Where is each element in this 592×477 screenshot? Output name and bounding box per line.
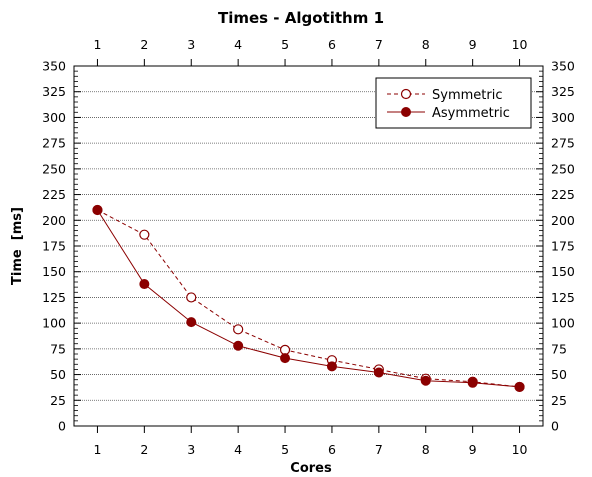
y-tick-label-left: 275 <box>42 136 66 151</box>
series-line-symmetric <box>97 209 520 388</box>
x-tick-label-bottom: 1 <box>93 442 101 457</box>
y-tick-label-right: 100 <box>551 316 575 331</box>
legend-symmetric-label: Symmetric <box>432 88 502 103</box>
y-axis-label: Time [ms] <box>10 207 25 285</box>
y-tick-label-left: 225 <box>42 187 66 202</box>
data-point-symmetric <box>233 324 244 335</box>
y-tick-label-left: 250 <box>42 161 66 176</box>
y-tick-label-left: 325 <box>42 84 66 99</box>
y-tick-label-left: 100 <box>42 316 66 331</box>
x-tick-label-top: 8 <box>422 37 430 52</box>
series-line-asymmetric <box>97 209 520 388</box>
chart-title: Times - Algotithm 1 <box>218 9 384 27</box>
y-tick-label-right: 150 <box>551 264 575 279</box>
x-tick-label-top: 2 <box>140 37 148 52</box>
x-tick-label-bottom: 10 <box>512 442 528 457</box>
x-tick-label-top: 1 <box>93 37 101 52</box>
data-point-asymmetric <box>514 381 525 392</box>
data-point-symmetric <box>186 292 197 303</box>
y-tick-label-left: 125 <box>42 290 66 305</box>
x-tick-label-top: 7 <box>375 37 383 52</box>
y-tick-label-right: 300 <box>551 110 575 125</box>
y-tick-label-left: 50 <box>50 367 66 382</box>
x-tick-label-bottom: 5 <box>281 442 289 457</box>
x-tick-label-top: 6 <box>328 37 336 52</box>
y-tick-label-right: 50 <box>551 367 567 382</box>
legend-symmetric-marker <box>400 88 412 100</box>
legend-asymmetric-marker <box>401 107 411 117</box>
legend-asymmetric-label: Asymmetric <box>432 106 510 121</box>
data-point-asymmetric <box>139 279 150 290</box>
data-point-symmetric <box>139 229 150 240</box>
series-layer <box>92 204 525 393</box>
grid-lines <box>74 91 543 401</box>
y-tick-label-left: 175 <box>42 239 66 254</box>
y-tick-label-left: 150 <box>42 264 66 279</box>
data-point-asymmetric <box>467 377 478 388</box>
data-point-asymmetric <box>420 375 431 386</box>
legend-box <box>375 77 532 129</box>
x-tick-label-top: 5 <box>281 37 289 52</box>
y-tick-label-left: 0 <box>58 419 66 434</box>
y-tick-label-right: 275 <box>551 136 575 151</box>
data-point-asymmetric <box>186 317 197 328</box>
y-tick-label-right: 25 <box>551 393 567 408</box>
y-tick-label-right: 125 <box>551 290 575 305</box>
x-tick-label-top: 4 <box>234 37 242 52</box>
data-point-asymmetric <box>326 361 337 372</box>
x-axis-label: Cores <box>290 461 332 476</box>
data-point-asymmetric <box>233 340 244 351</box>
y-tick-label-right: 325 <box>551 84 575 99</box>
y-tick-label-right: 225 <box>551 187 575 202</box>
x-tick-label-bottom: 4 <box>234 442 242 457</box>
x-tick-label-top: 3 <box>187 37 195 52</box>
y-tick-label-right: 350 <box>551 59 575 74</box>
x-tick-label-top: 9 <box>469 37 477 52</box>
y-tick-label-right: 175 <box>551 239 575 254</box>
legend: Symmetric Asymmetric <box>375 77 532 129</box>
data-point-symmetric <box>279 344 291 355</box>
y-tick-label-right: 0 <box>551 419 559 434</box>
x-tick-label-bottom: 6 <box>328 442 336 457</box>
x-tick-label-bottom: 9 <box>469 442 477 457</box>
data-point-asymmetric <box>280 353 291 364</box>
data-point-asymmetric <box>373 367 384 378</box>
y-tick-label-left: 300 <box>42 110 66 125</box>
y-tick-label-left: 350 <box>42 59 66 74</box>
x-tick-label-bottom: 8 <box>422 442 430 457</box>
y-tick-label-left: 75 <box>50 341 66 356</box>
x-tick-label-bottom: 7 <box>375 442 383 457</box>
y-tick-label-left: 200 <box>42 213 66 228</box>
y-tick-label-right: 75 <box>551 341 567 356</box>
data-point-asymmetric <box>92 205 103 215</box>
x-tick-label-top: 10 <box>512 37 528 52</box>
x-tick-label-bottom: 2 <box>140 442 148 457</box>
y-tick-label-right: 200 <box>551 213 575 228</box>
x-tick-label-bottom: 3 <box>187 442 195 457</box>
y-tick-label-right: 250 <box>551 161 575 176</box>
y-tick-label-left: 25 <box>50 393 66 408</box>
